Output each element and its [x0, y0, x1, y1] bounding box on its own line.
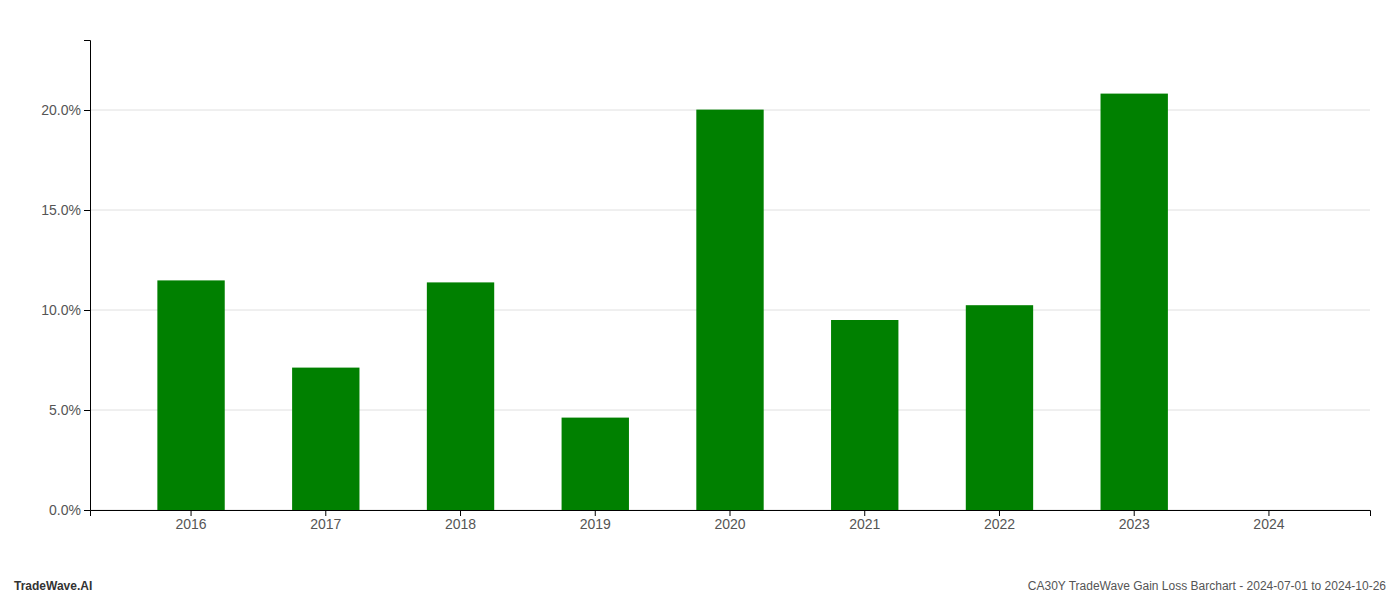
- footer-right: CA30Y TradeWave Gain Loss Barchart - 202…: [1028, 579, 1387, 593]
- x-tick-label: 2017: [310, 516, 341, 532]
- x-tick-label: 2024: [1253, 516, 1284, 532]
- x-tick: 2021: [849, 510, 880, 532]
- y-tick: 20.0%: [41, 102, 90, 118]
- y-axis: 0.0% 5.0% 10.0% 15.0% 20.0%: [41, 41, 90, 518]
- y-tick-mark: [84, 110, 90, 111]
- x-tick: 2019: [580, 510, 611, 532]
- y-tick: 15.0%: [41, 202, 90, 218]
- y-tick: 10.0%: [41, 302, 90, 318]
- y-tick: 0.0%: [49, 502, 90, 518]
- bar: [427, 282, 494, 510]
- y-tick-mark: [84, 410, 90, 411]
- y-tick-mark: [84, 310, 90, 311]
- y-tick-label: 5.0%: [49, 402, 81, 418]
- grid: [90, 110, 1370, 510]
- y-tick-label: 0.0%: [49, 502, 81, 518]
- x-tick: 2018: [445, 510, 476, 532]
- bar: [292, 368, 359, 510]
- chart: 0.0%5.0%10.0%15.0%20.0%20162017201820192…: [0, 0, 1400, 600]
- bar: [1101, 94, 1168, 510]
- x-tick: 2022: [984, 510, 1015, 532]
- y-tick-label: 10.0%: [41, 302, 81, 318]
- x-tick: 2024: [1253, 510, 1284, 532]
- bar: [696, 110, 763, 510]
- y-tick: 5.0%: [49, 402, 90, 418]
- y-tick-mark: [84, 510, 90, 511]
- y-axis-line: [84, 41, 91, 511]
- y-tick-label: 20.0%: [41, 102, 81, 118]
- bar: [157, 280, 224, 510]
- bar: [562, 418, 629, 510]
- x-tick-label: 2018: [445, 516, 476, 532]
- x-tick-label: 2016: [175, 516, 206, 532]
- x-axis: 2016 2017 2018 2019 2020 2021 2022 2023 2024: [91, 510, 1371, 532]
- x-tick-label: 2023: [1119, 516, 1150, 532]
- bar: [1235, 510, 1302, 511]
- bars: [157, 94, 1168, 510]
- plot: 0.0%5.0%10.0%15.0%20.0%20162017201820192…: [41, 41, 1370, 532]
- x-tick: 2023: [1119, 510, 1150, 532]
- footer-left: TradeWave.AI: [14, 579, 92, 593]
- x-tick-label: 2019: [580, 516, 611, 532]
- x-tick-label: 2021: [849, 516, 880, 532]
- x-tick: 2016: [175, 510, 206, 532]
- bar: [966, 305, 1033, 510]
- y-tick-label: 15.0%: [41, 202, 81, 218]
- x-tick-label: 2020: [714, 516, 745, 532]
- x-tick-label: 2022: [984, 516, 1015, 532]
- x-tick: 2017: [310, 510, 341, 532]
- bar: [831, 320, 898, 510]
- y-tick-mark: [84, 210, 90, 211]
- x-tick: 2020: [714, 510, 745, 532]
